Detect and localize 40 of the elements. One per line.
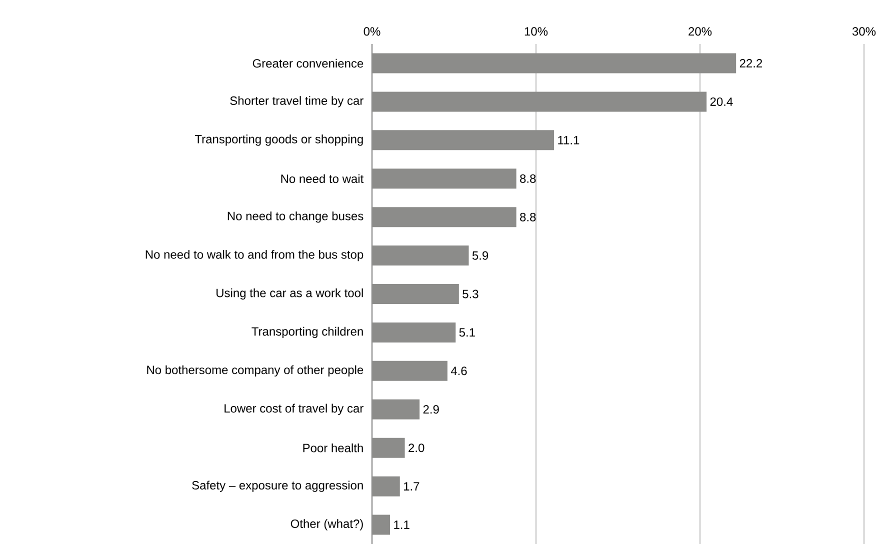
y-tick-label: Safety – exposure to aggression: [192, 480, 363, 492]
y-tick-label: No bothersome company of other people: [147, 365, 364, 377]
data-label: 5.1: [459, 328, 475, 337]
bar: [372, 284, 459, 304]
data-label: 22.2: [740, 59, 762, 68]
bar: [372, 514, 390, 535]
x-tick-label: 10%: [524, 27, 548, 36]
y-tick-label: Poor health: [303, 443, 363, 452]
bar: [372, 322, 456, 342]
bar: [372, 360, 448, 381]
data-label: 5.3: [462, 290, 478, 298]
y-tick-label: No need to walk to and from the bus stop: [146, 250, 364, 262]
data-label: 11.1: [558, 136, 580, 144]
data-label: 5.9: [472, 251, 488, 260]
y-tick-label: No need to wait: [281, 174, 364, 184]
y-tick-label: Shorter travel time by car: [230, 96, 364, 108]
data-label: 1.1: [394, 520, 410, 529]
bar: [372, 476, 400, 496]
y-tick-label: Other (what?): [290, 519, 363, 530]
bar: [372, 207, 516, 228]
data-label: 8.8: [520, 174, 536, 183]
data-label: 1.7: [404, 482, 420, 490]
bar: [372, 399, 420, 420]
data-label: 2.0: [408, 444, 424, 452]
y-tick-label: No need to change buses: [228, 211, 364, 223]
data-label: 4.6: [450, 366, 467, 376]
y-tick-label: Greater convenience: [252, 58, 364, 68]
x-tick-label: 0%: [364, 27, 380, 36]
data-label: 20.4: [710, 97, 733, 106]
data-label: 2.9: [423, 405, 439, 414]
y-tick-label: Lower cost of travel by car: [224, 404, 364, 415]
bar: [372, 168, 516, 189]
bar: [372, 438, 405, 458]
x-tick-label: 20%: [688, 27, 712, 36]
x-tick-label: 30%: [852, 27, 876, 36]
y-tick-label: Transporting children: [252, 326, 363, 338]
y-tick-label: Using the car as a work tool: [216, 288, 363, 300]
y-tick-label: Transporting goods or shopping: [194, 134, 363, 146]
bar: [372, 246, 469, 266]
data-label: 8.8: [520, 212, 536, 222]
